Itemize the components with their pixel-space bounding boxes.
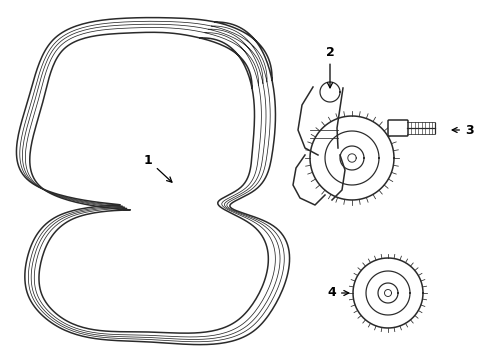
Text: 1: 1 xyxy=(143,153,172,182)
Text: 2: 2 xyxy=(325,45,334,88)
Text: 3: 3 xyxy=(451,123,473,136)
Text: 4: 4 xyxy=(326,287,348,300)
FancyBboxPatch shape xyxy=(387,120,407,136)
